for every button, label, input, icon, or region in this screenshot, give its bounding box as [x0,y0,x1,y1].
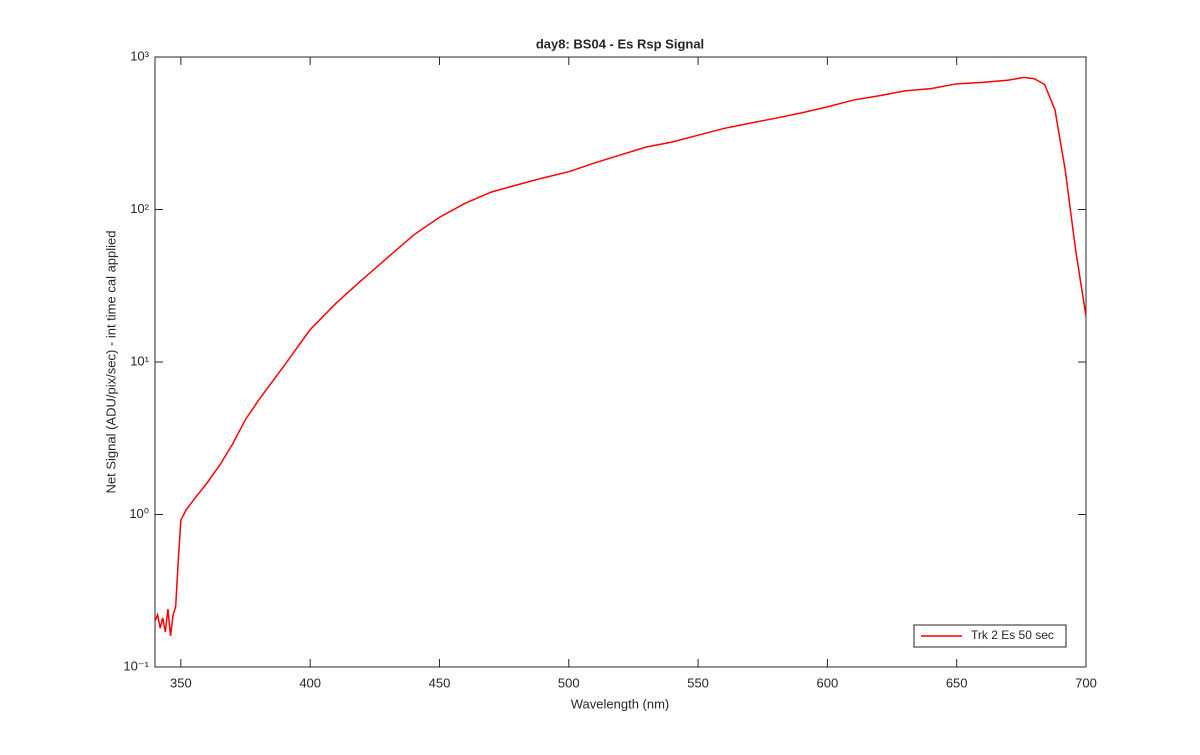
legend-label: Trk 2 Es 50 sec [971,628,1054,642]
y-tick-label: 10³ [130,48,149,63]
chart-title: day8: BS04 - Es Rsp Signal [536,36,704,51]
x-tick-label: 600 [817,675,839,690]
x-tick-label: 700 [1075,675,1097,690]
plot-frame [154,56,1087,668]
y-tick-label: 10⁰ [129,506,149,521]
y-tick-label: 10¹ [130,353,149,368]
x-tick-label: 400 [299,675,321,690]
x-tick-label: 500 [558,675,580,690]
y-tick-label: 10⁻¹ [123,658,149,673]
y-axis-label: Net Signal (ADU/pix/sec) - int time cal … [103,231,118,494]
x-tick-label: 450 [429,675,451,690]
data-line [154,76,1087,636]
x-tick-label: 550 [687,675,709,690]
legend-box [913,624,1067,648]
x-axis-label: Wavelength (nm) [571,696,670,711]
y-tick-label: 10² [130,201,149,216]
x-tick-label: 650 [946,675,968,690]
x-tick-label: 350 [170,675,192,690]
